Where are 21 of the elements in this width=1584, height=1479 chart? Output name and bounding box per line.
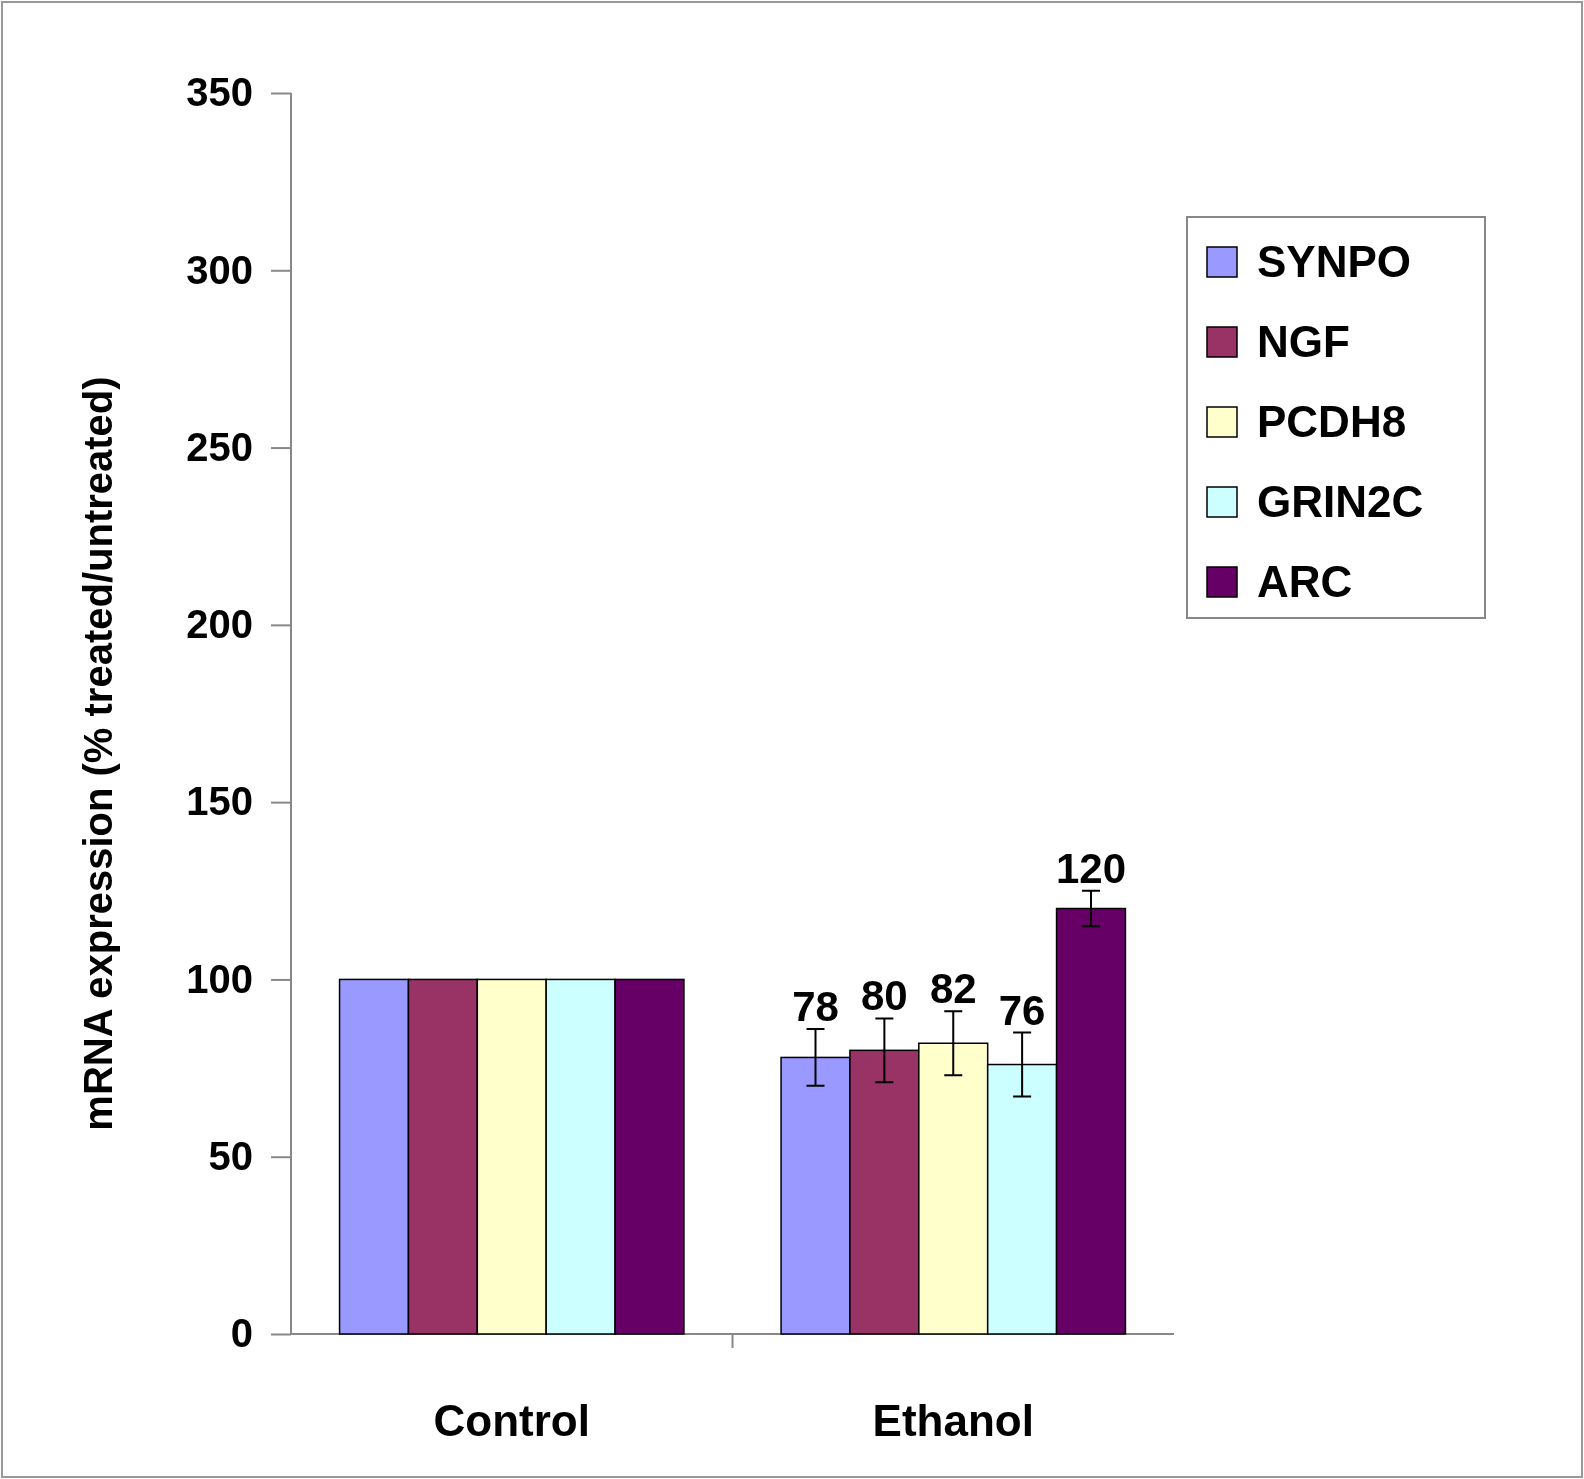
y-tick-label: 150 bbox=[186, 779, 253, 824]
y-tick-label: 300 bbox=[186, 247, 253, 292]
y-axis-title: mRNA expression (% treated/untreated) bbox=[76, 376, 120, 1131]
data-label: 76 bbox=[998, 986, 1046, 1034]
y-tick-label: 0 bbox=[230, 1311, 253, 1356]
y-tick-label: 350 bbox=[186, 70, 253, 115]
x-tick-label: Control bbox=[433, 1396, 590, 1445]
legend-label: ARC bbox=[1257, 557, 1353, 606]
legend-label: PCDH8 bbox=[1257, 397, 1407, 446]
x-tick-label: Ethanol bbox=[872, 1396, 1034, 1445]
legend-label: SYNPO bbox=[1257, 237, 1412, 286]
data-label: 120 bbox=[1055, 844, 1127, 892]
legend-label: GRIN2C bbox=[1257, 477, 1424, 526]
legend-label: NGF bbox=[1257, 317, 1350, 366]
y-tick-label: 250 bbox=[186, 424, 253, 469]
data-label: 80 bbox=[861, 972, 908, 1020]
y-tick-label: 200 bbox=[186, 602, 253, 647]
y-tick-label: 50 bbox=[208, 1134, 253, 1179]
data-label: 82 bbox=[929, 965, 977, 1013]
y-tick-label: 100 bbox=[186, 956, 253, 1001]
data-label: 78 bbox=[792, 983, 839, 1031]
